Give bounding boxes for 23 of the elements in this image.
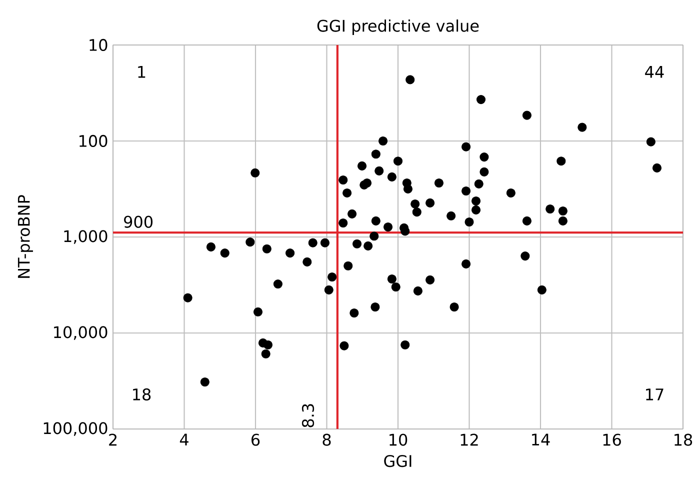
x-tick-label: 10: [390, 434, 408, 446]
x-tick-label: 4: [180, 434, 188, 446]
ref-line-label: 8.3: [302, 404, 314, 428]
annotation: 1: [138, 66, 146, 78]
x-tick-label: 14: [532, 434, 550, 446]
y-tick-label: 100,000: [44, 422, 108, 436]
annotation: 44: [645, 66, 664, 78]
x-tick-label: 16: [603, 434, 621, 446]
y-tick-label: 1,000: [64, 230, 108, 244]
annotation: 18: [133, 388, 151, 400]
y-axis-title: NT-proBNP: [18, 195, 33, 278]
chart-title: GGI predictive value: [317, 19, 479, 35]
x-tick-label: 8: [322, 434, 331, 446]
y-tick-label: 100: [80, 134, 108, 148]
x-tick-label: 18: [674, 434, 692, 446]
x-axis-title: GGI: [384, 454, 412, 468]
y-tick-label: 10,000: [54, 326, 108, 340]
x-tick-label: 12: [460, 434, 478, 446]
annotation: 17: [646, 388, 664, 400]
ref-line-label: 900: [124, 216, 153, 228]
x-tick-label: 6: [252, 434, 260, 446]
y-tick-label: 10: [90, 38, 108, 52]
x-tick-label: 2: [109, 434, 116, 446]
